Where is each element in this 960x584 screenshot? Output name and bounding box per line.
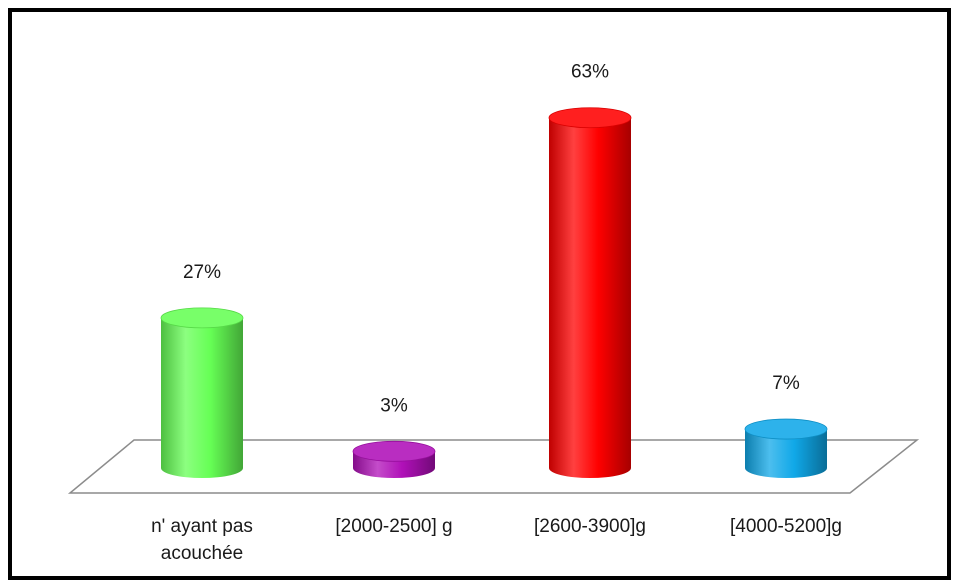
bar-0 (160, 307, 244, 478)
bar-2 (548, 107, 632, 478)
bar-3 (744, 418, 828, 478)
data-label-1: 3% (380, 395, 408, 416)
bar-chart: 27% n' ayant pas acouchée 3% [2000-2500] g 63… (67, 62, 920, 564)
bar-top-1 (352, 440, 436, 462)
bar-top-2 (548, 107, 632, 129)
category-label-2: [2600-3900]g (534, 516, 646, 537)
chart-frame: 27% n' ayant pas acouchée 3% [2000-2500] g 63… (8, 8, 951, 580)
bar-body-3 (745, 429, 827, 478)
bar-1 (352, 440, 436, 478)
category-label-1: [2000-2500] g (335, 516, 452, 537)
bar-top-3 (744, 418, 828, 440)
data-label-3: 7% (772, 373, 800, 394)
bar-body-1 (353, 451, 435, 478)
data-label-0: 27% (183, 262, 221, 283)
bar-top-0 (160, 307, 244, 329)
chart-floor (67, 439, 920, 494)
bar-body-2 (549, 117, 631, 478)
bar-body-0 (161, 317, 243, 478)
category-label-3: [4000-5200]g (730, 516, 842, 537)
data-label-2: 63% (571, 62, 609, 83)
category-label-0: n' ayant pas acouchée (151, 516, 253, 564)
